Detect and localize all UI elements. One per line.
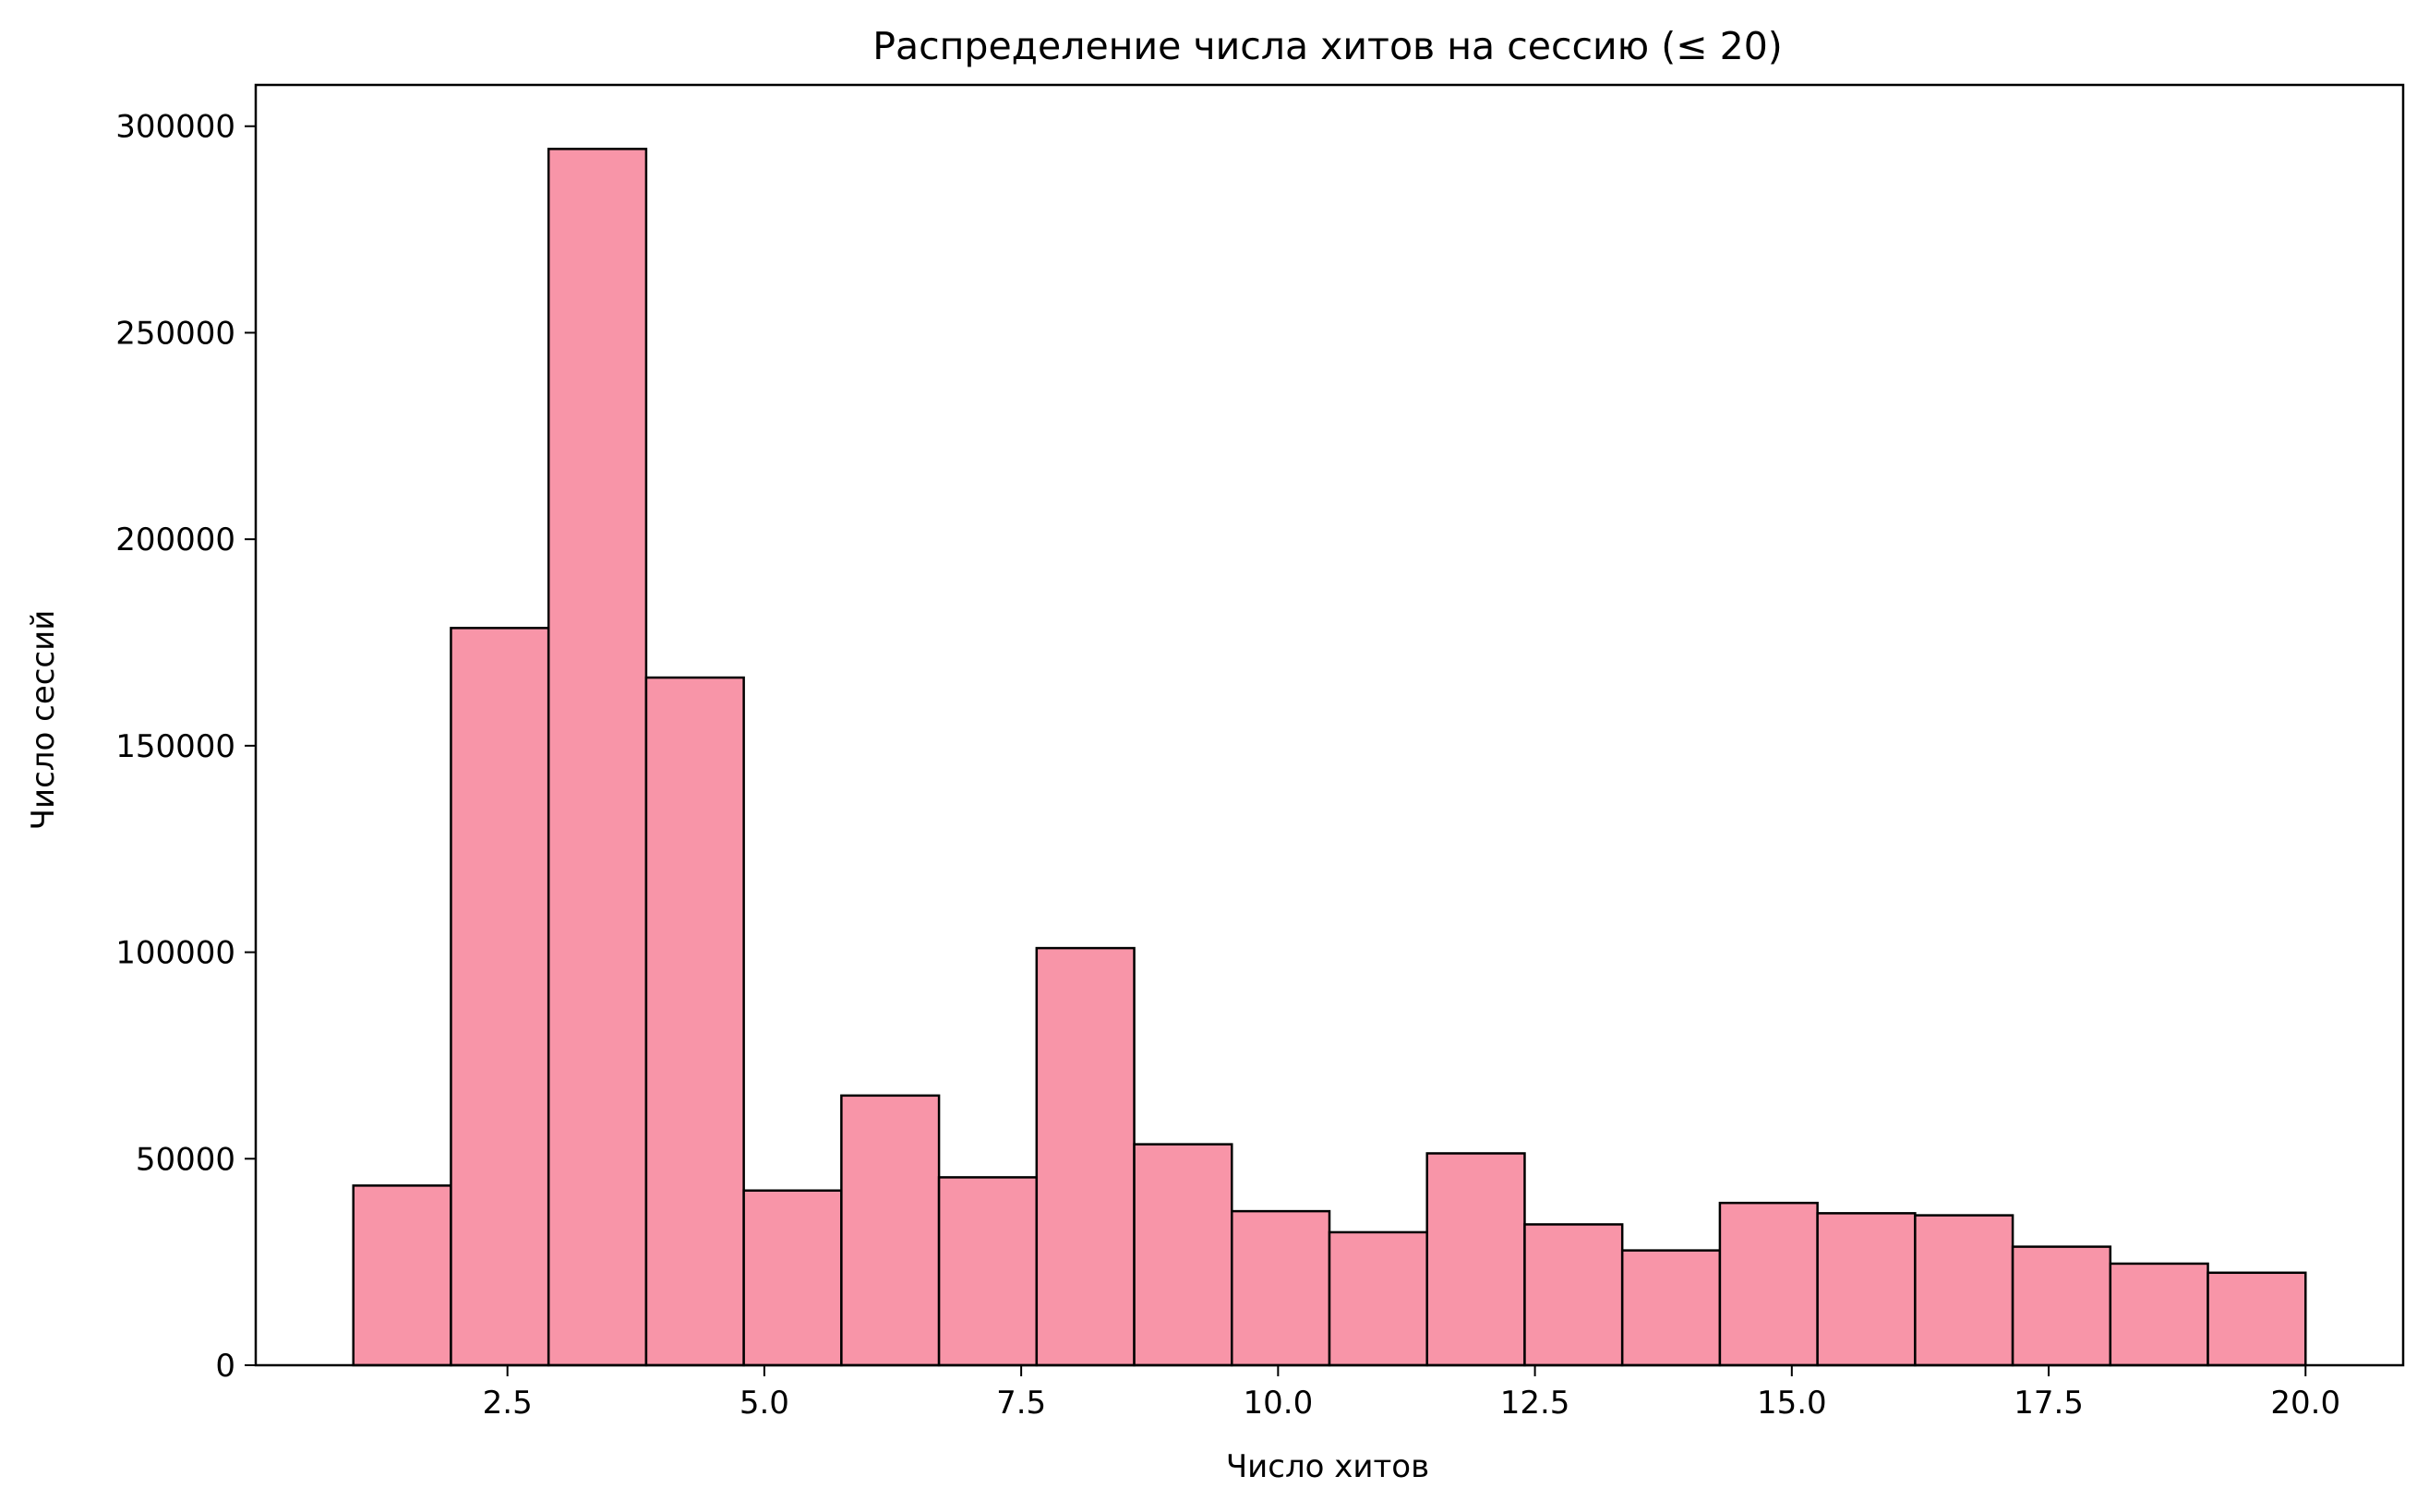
x-tick-label: 20.0	[2270, 1385, 2340, 1422]
y-tick-label: 300000	[115, 109, 235, 146]
y-tick-label: 200000	[115, 522, 235, 558]
histogram-bar	[352, 1184, 452, 1367]
histogram-bar	[2207, 1271, 2307, 1367]
histogram-bar	[1133, 1143, 1233, 1367]
histogram-bar	[644, 676, 745, 1367]
histogram-bar	[1328, 1230, 1428, 1367]
y-tick-label: 150000	[115, 728, 235, 765]
y-tick-label: 0	[215, 1348, 235, 1385]
histogram-bar	[1718, 1201, 1819, 1367]
bars-group	[352, 148, 2307, 1367]
x-axis-label: Число хитов	[1226, 1448, 1429, 1485]
histogram-bar	[1620, 1249, 1722, 1367]
histogram-bar	[1816, 1212, 1917, 1367]
x-tick-label: 5.0	[740, 1385, 789, 1422]
x-tick-label: 2.5	[483, 1385, 533, 1422]
plot-frame	[254, 83, 2405, 1367]
histogram-bar	[1425, 1152, 1526, 1367]
histogram-bar	[1035, 946, 1136, 1367]
x-tick-label: 17.5	[2014, 1385, 2084, 1422]
histogram-bar	[2011, 1245, 2112, 1367]
histogram-bar	[937, 1176, 1039, 1367]
histogram-bar	[1231, 1209, 1331, 1367]
y-tick-label: 250000	[115, 315, 235, 352]
chart-title: Распределение числа хитов на сессию (≤ 2…	[872, 24, 1783, 68]
histogram-bar	[450, 627, 550, 1367]
y-tick-label: 100000	[115, 935, 235, 972]
y-axis-ticks: 0 50000 100000 150000 200000 250000 300000	[115, 109, 256, 1385]
histogram-bar	[2109, 1262, 2209, 1367]
y-tick-label: 50000	[136, 1141, 235, 1178]
y-axis-label: Число сессий	[25, 610, 62, 831]
histogram-bar	[742, 1189, 843, 1367]
histogram-bar	[1914, 1214, 2014, 1367]
x-tick-label: 12.5	[1500, 1385, 1570, 1422]
histogram-bar	[1523, 1223, 1624, 1367]
histogram-bar	[547, 148, 648, 1367]
histogram-bar	[840, 1094, 941, 1367]
x-tick-label: 7.5	[996, 1385, 1046, 1422]
x-tick-label: 10.0	[1244, 1385, 1314, 1422]
x-axis-ticks: 2.5 5.0 7.5 10.0 12.5 15.0 17.5 20.0	[483, 1365, 2340, 1422]
x-tick-label: 15.0	[1757, 1385, 1827, 1422]
